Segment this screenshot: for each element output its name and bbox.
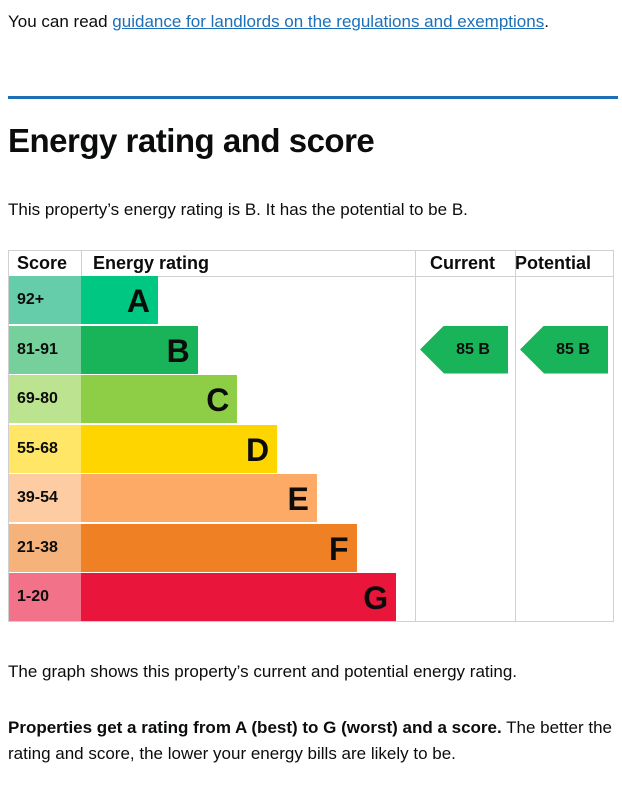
divider [515,251,516,621]
rating-bar-e: E [81,474,317,522]
graph-caption: The graph shows this property’s current … [8,662,518,681]
guidance-text: You can read guidance for landlords on t… [8,12,549,31]
rating-bar-b: B [81,325,198,374]
divider [81,251,82,276]
score-band-f: 21-38 [9,523,81,572]
section-divider [8,96,618,99]
rating-explanation: Properties get a rating from A (best) to… [8,718,612,763]
guidance-link[interactable]: guidance for landlords on the regulation… [112,12,545,31]
potential-rating-arrow: 85 B [520,325,608,374]
score-band-d: 55-68 [9,424,81,473]
rating-summary: This property’s energy rating is B. It h… [8,200,468,219]
score-band-c: 69-80 [9,375,81,423]
current-rating-arrow: 85 B [420,325,508,374]
rating-bar-g: G [81,573,397,621]
header-potential: Potential [515,253,592,273]
energy-rating-chart: Score Energy rating Current Potential 92… [8,250,614,622]
score-band-a: 92+ [9,276,81,324]
header-energy-rating: Energy rating [93,253,210,273]
score-band-e: 39-54 [9,474,81,522]
divider [415,251,416,621]
header-score: Score [17,253,68,273]
page-title: Energy rating and score [8,122,375,159]
score-band-b: 81-91 [9,325,81,374]
rating-bar-d: D [81,424,278,473]
rating-bar-c: C [81,375,238,423]
header-current: Current [430,253,496,273]
rating-bar-a: A [81,276,158,324]
score-band-g: 1-20 [9,573,81,621]
rating-bar-f: F [81,523,357,572]
divider [9,276,613,277]
